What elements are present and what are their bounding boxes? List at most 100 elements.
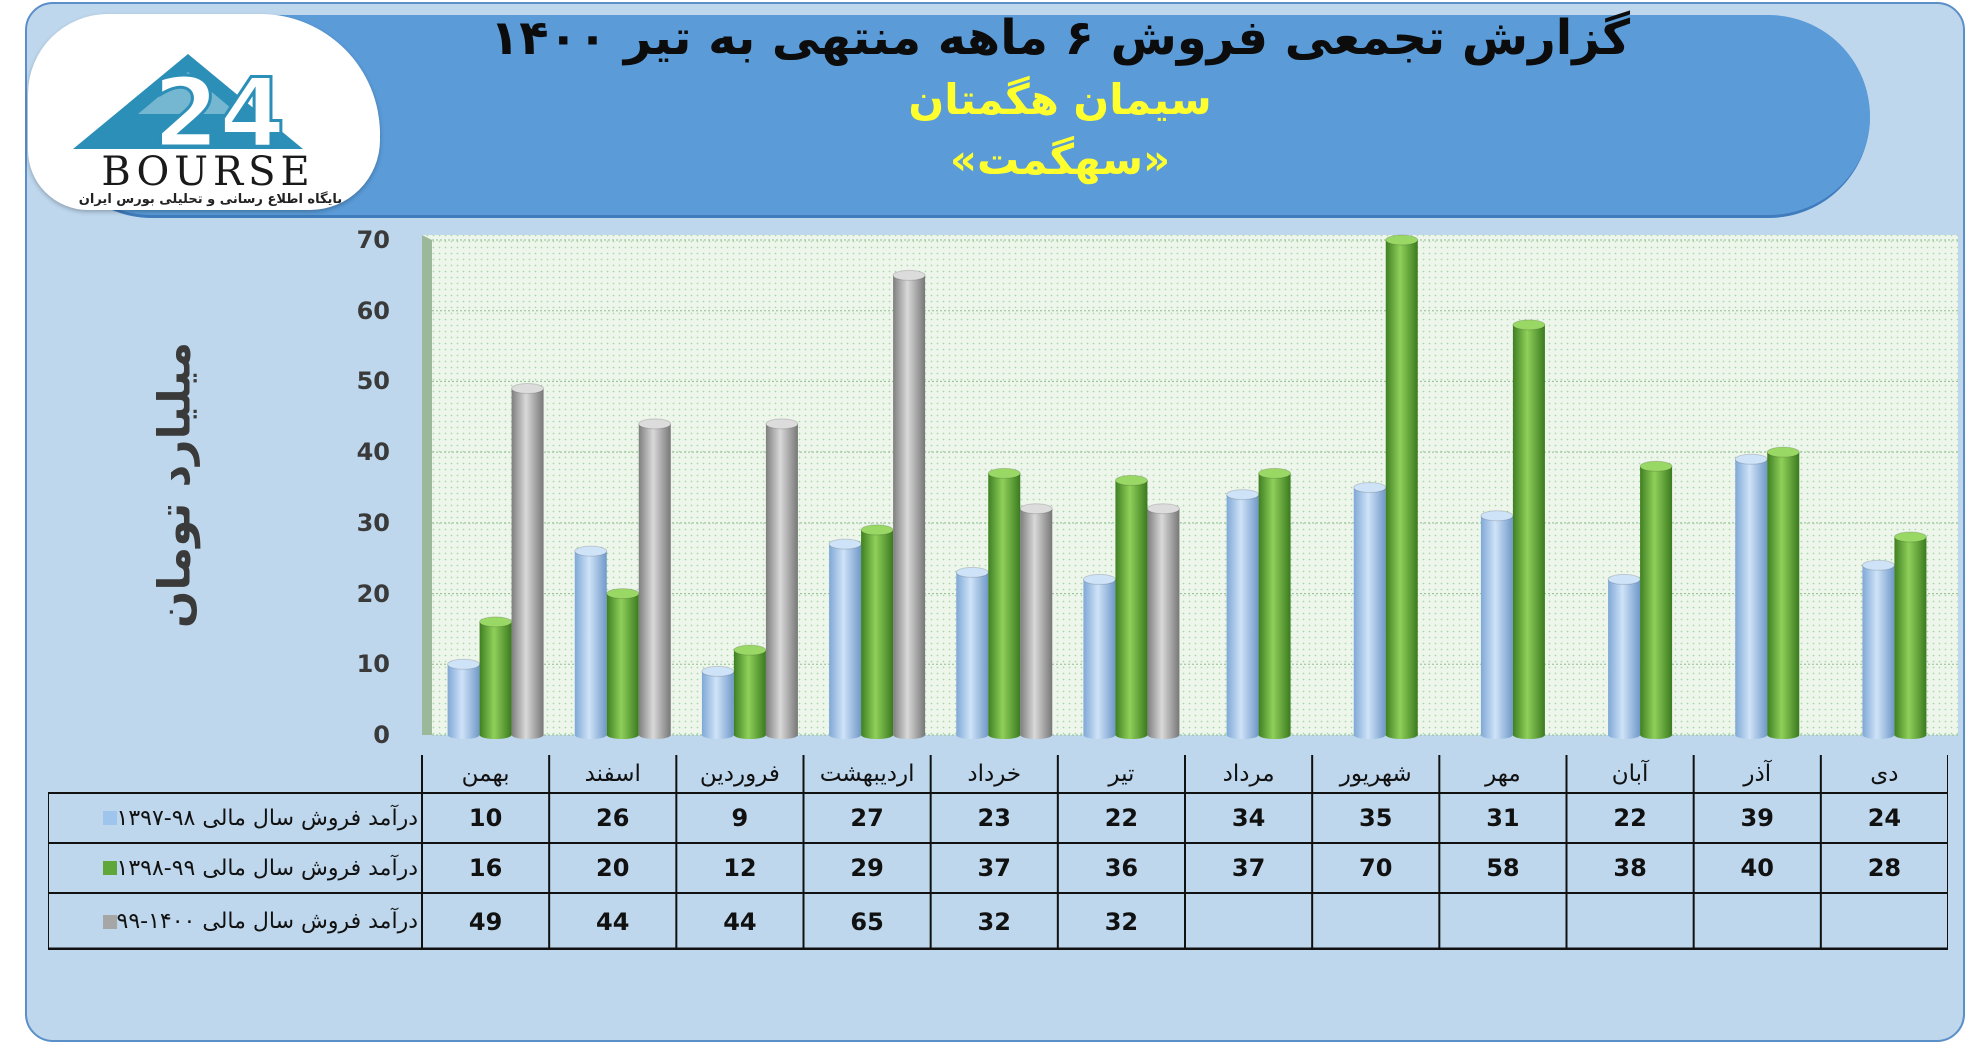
table-cell: 20 <box>596 854 630 882</box>
bar-s2-5 <box>1114 474 1148 739</box>
table-cell: 32 <box>1104 907 1139 936</box>
table-cell: 34 <box>1231 804 1266 832</box>
bar-s1-2 <box>701 665 735 739</box>
logo-digits: 24 <box>153 59 285 164</box>
bar-s1-9 <box>1607 573 1641 739</box>
x-tick-label: تیر <box>1108 761 1135 787</box>
table-cell: 16 <box>468 854 503 882</box>
y-tick-label: 60 <box>356 296 390 325</box>
x-tick-label: آبان <box>1611 761 1649 787</box>
table-cell <box>1567 893 1694 950</box>
table-cell: 37 <box>1231 854 1266 882</box>
bar-s2-8 <box>1512 319 1546 739</box>
x-tick-label: مهر <box>1485 761 1521 787</box>
table-cell: 70 <box>1359 854 1393 882</box>
y-tick-label: 20 <box>356 579 390 608</box>
x-tick-label: فروردین <box>699 761 780 787</box>
x-tick-label: اسفند <box>584 761 641 787</box>
legend-row-label: درآمد فروش سال مالی ۱۴۰۰-۹۹ <box>52 893 418 950</box>
table-cell: 28 <box>1867 854 1902 882</box>
bar-s2-4 <box>987 467 1021 739</box>
table-cell: 10 <box>468 804 503 832</box>
bar-s1-5 <box>1082 573 1116 739</box>
x-tick-label: خرداد <box>967 761 1022 787</box>
legend-entry: درآمد فروش سال مالی ۹۹-۱۳۹۸ <box>116 855 418 881</box>
legend-swatch <box>102 811 117 825</box>
table-cell: 27 <box>850 804 884 832</box>
page-title: گزارش تجمعی فروش ۶ ماهه منتهی به تیر ۱۴۰… <box>490 10 1630 66</box>
bar-s1-11 <box>1861 559 1895 739</box>
bar-s3-1 <box>638 418 672 739</box>
y-tick-label: 50 <box>356 367 390 396</box>
logo-subtitle: پایگاه اطلاع رسانی و تحلیلی بورس ایران <box>78 192 343 207</box>
legend-entry: درآمد فروش سال مالی ۱۴۰۰-۹۹ <box>116 909 418 934</box>
table-cell: 31 <box>1486 804 1520 832</box>
table-cell: 12 <box>723 854 757 882</box>
y-tick-label: 10 <box>356 650 390 679</box>
plot-texture <box>422 235 1958 735</box>
legend-swatch <box>102 914 117 929</box>
table-cell: 65 <box>850 907 884 936</box>
table-cell: 9 <box>731 804 749 832</box>
table-cell: 26 <box>596 804 630 832</box>
bar-s1-3 <box>828 538 862 739</box>
table-cell: 36 <box>1104 854 1139 882</box>
table-cell <box>1312 893 1439 950</box>
table-cell: 29 <box>850 854 884 882</box>
ticker-symbol: «سهگمت» <box>949 135 1171 184</box>
bar-s2-1 <box>606 588 640 739</box>
legend-entry: درآمد فروش سال مالی ۹۸-۱۳۹۷ <box>116 805 418 831</box>
y-tick-label: 70 <box>356 226 390 254</box>
bar-s1-4 <box>955 566 989 739</box>
table-cell: 35 <box>1359 804 1393 832</box>
y-tick-label: 0 <box>373 721 390 749</box>
legend-swatch <box>102 861 117 875</box>
bar-s3-4 <box>1019 503 1053 739</box>
table-cell: 44 <box>723 907 757 936</box>
legend-row-label: درآمد فروش سال مالی ۹۹-۱۳۹۸ <box>52 843 418 893</box>
table-cell <box>1185 893 1312 950</box>
table-cell: 38 <box>1613 854 1647 882</box>
data-table: بهمن اسفند فروردین اردیبهشت خرداد تیر مرداد شهر… <box>48 755 1948 950</box>
bar-s2-2 <box>733 644 767 739</box>
legend-row-label: درآمد فروش سال مالی ۹۸-۱۳۹۷ <box>52 793 418 843</box>
bar-s2-7 <box>1385 234 1419 739</box>
table-cell: 22 <box>1104 804 1139 832</box>
table-cell: 58 <box>1486 854 1520 882</box>
bar-s1-6 <box>1226 489 1260 739</box>
table-cell: 23 <box>977 804 1011 832</box>
logo-wordmark: BOURSE <box>101 149 315 195</box>
bar-s2-11 <box>1893 531 1927 739</box>
table-cell: 44 <box>596 907 630 936</box>
bar-s2-3 <box>860 524 894 739</box>
logo-mark-icon: 24 <box>73 54 303 171</box>
table-cell: 22 <box>1613 804 1647 832</box>
table-cell: 37 <box>977 854 1011 882</box>
company-name: سیمان هگمتان <box>908 75 1212 124</box>
bar-s3-3 <box>892 269 926 739</box>
table-cell: 40 <box>1740 854 1774 882</box>
x-tick-label: بهمن <box>461 761 510 787</box>
bar-s2-0 <box>479 616 513 739</box>
bar-s3-2 <box>765 418 799 739</box>
table-cell <box>1439 893 1566 950</box>
table-cell: 24 <box>1867 804 1902 832</box>
table-cell: 39 <box>1740 804 1774 832</box>
x-tick-label: شهریور <box>1339 761 1412 787</box>
bar-s2-6 <box>1258 467 1292 739</box>
bar-s1-7 <box>1353 482 1387 739</box>
table-cell <box>1694 893 1821 950</box>
bar-s1-1 <box>574 545 608 739</box>
y-tick-label: 30 <box>356 508 390 537</box>
y-tick-label: 40 <box>356 438 390 467</box>
bar-s2-9 <box>1639 460 1673 739</box>
bar-s2-10 <box>1766 446 1800 739</box>
bar-s3-5 <box>1146 503 1180 739</box>
x-tick-label: دی <box>1870 761 1899 787</box>
bar-s1-0 <box>447 658 481 739</box>
x-tick-label: مرداد <box>1222 761 1275 787</box>
logo: 24 BOURSE پایگاه اطلاع رسانی و تحلیلی بو… <box>28 14 380 210</box>
x-tick-label: آذر <box>1743 761 1772 787</box>
plot-side-wall <box>422 235 432 735</box>
x-tick-label: اردیبهشت <box>819 761 915 787</box>
